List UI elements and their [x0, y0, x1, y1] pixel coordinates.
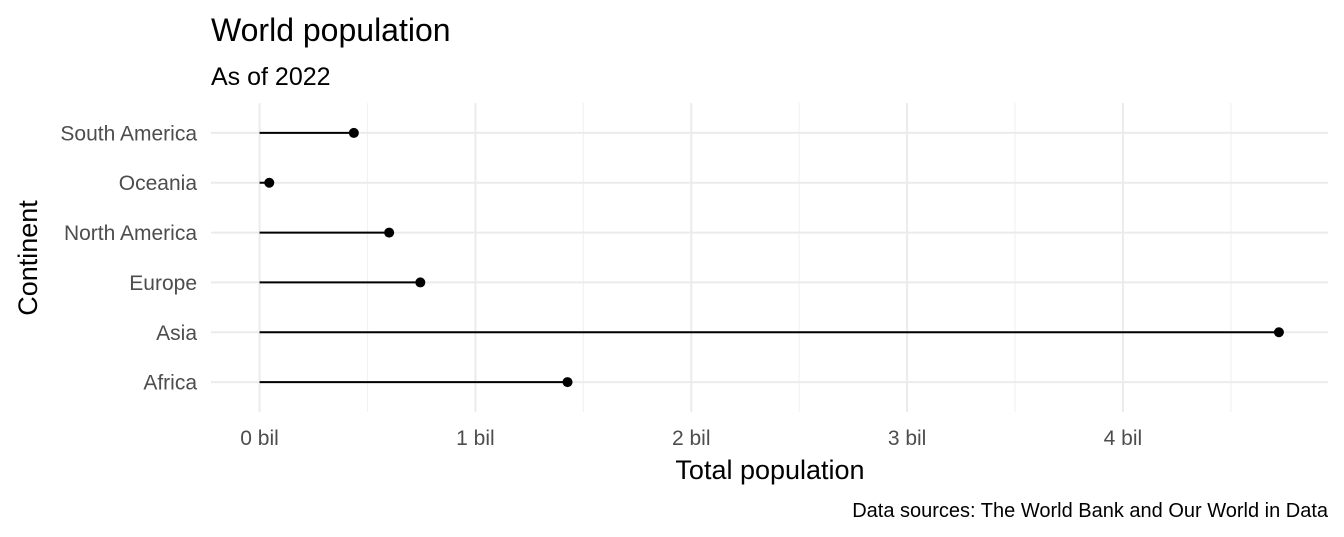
lollipop-point: [562, 377, 573, 388]
y-tick-label: Africa: [143, 372, 197, 395]
x-tick-label: 0 bil: [240, 427, 279, 450]
gridlines: [211, 103, 1328, 412]
x-axis-tick-labels: 0 bil 1 bil 2 bil 3 bil 4 bil: [240, 427, 1142, 450]
x-axis-title: Total population: [675, 455, 864, 485]
lollipop-marks: [259, 127, 1284, 388]
x-tick-label: 3 bil: [888, 427, 927, 450]
x-tick-label: 4 bil: [1104, 427, 1143, 450]
y-tick-label: Europe: [129, 272, 197, 295]
chart-title: World population: [211, 12, 451, 48]
lollipop-point: [1273, 327, 1284, 338]
chart-subtitle: As of 2022: [211, 63, 331, 91]
y-tick-label: Oceania: [119, 172, 198, 195]
lollipop-point: [415, 277, 426, 288]
y-tick-label: South America: [60, 122, 197, 145]
y-tick-label: North America: [64, 222, 197, 245]
y-tick-label: Asia: [156, 322, 197, 345]
x-tick-label: 2 bil: [672, 427, 711, 450]
x-tick-label: 1 bil: [456, 427, 495, 450]
lollipop-point: [264, 177, 275, 188]
y-axis-tick-labels: Africa Asia Europe North America Oceania Sout…: [60, 122, 197, 394]
lollipop-point: [384, 227, 395, 238]
lollipop-point: [348, 127, 359, 138]
y-axis-title: Continent: [13, 200, 43, 316]
chart-caption: Data sources: The World Bank and Our Wor…: [852, 500, 1329, 522]
